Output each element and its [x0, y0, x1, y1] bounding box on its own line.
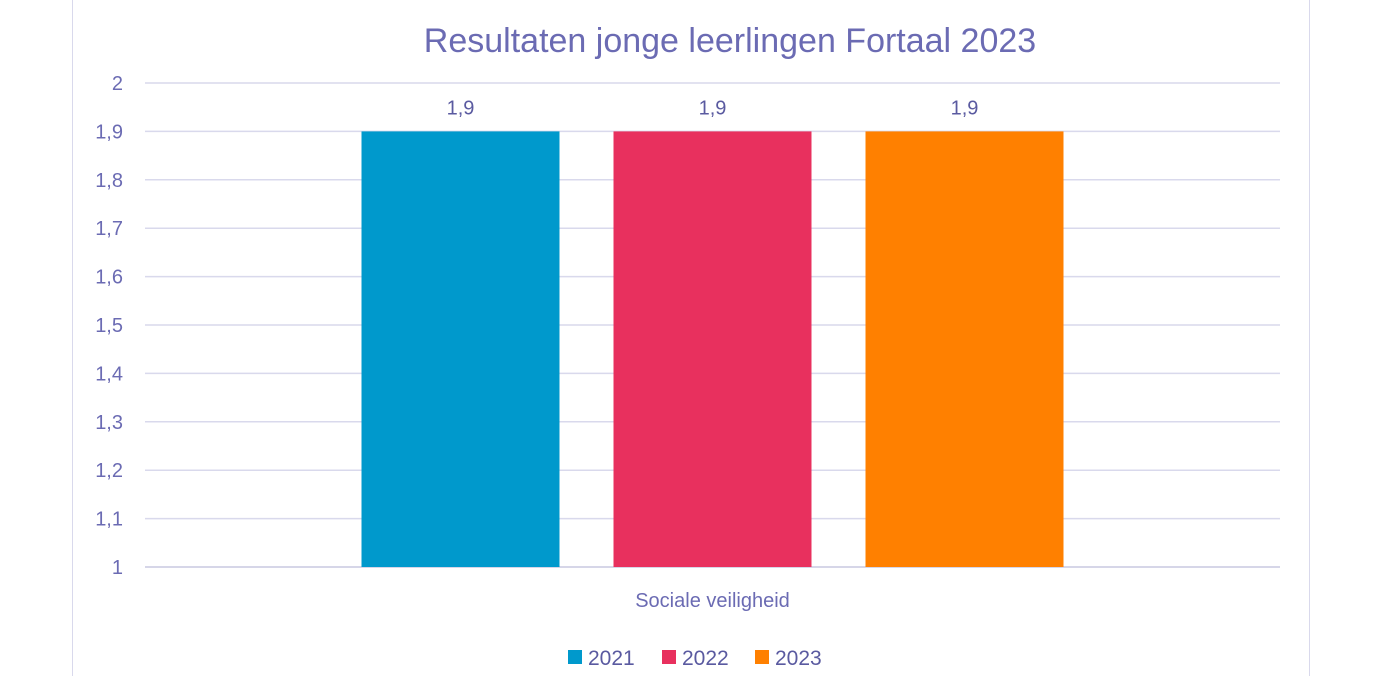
- legend-swatch-2021: [568, 650, 582, 664]
- legend-swatch-2023: [755, 650, 769, 664]
- category-label: Sociale veiligheid: [635, 590, 790, 612]
- bar-2023: [865, 131, 1064, 567]
- y-tick-label: 1,5: [95, 315, 123, 337]
- y-tick-label: 1,8: [95, 170, 123, 192]
- bar-2022: [613, 131, 812, 567]
- y-tick-label: 1,9: [95, 121, 123, 143]
- legend-label-2021: 2021: [588, 647, 635, 670]
- chart-title: Resultaten jonge leerlingen Fortaal 2023: [424, 22, 1036, 60]
- y-axis-ticks: 1 1,1 1,2 1,3 1,4 1,5 1,6 1,7 1,8 1,9 2: [95, 73, 123, 579]
- legend-swatch-2022: [662, 650, 676, 664]
- data-label-2022: 1,9: [699, 97, 727, 119]
- legend-label-2022: 2022: [682, 647, 729, 670]
- legend: 2021 2022 2023: [568, 647, 822, 670]
- y-tick-label: 1,2: [95, 460, 123, 482]
- y-tick-label: 1,6: [95, 267, 123, 289]
- data-label-2023: 1,9: [951, 97, 979, 119]
- y-tick-label: 1,3: [95, 412, 123, 434]
- y-tick-label: 1,4: [95, 363, 123, 385]
- legend-label-2023: 2023: [775, 647, 822, 670]
- data-labels: 1,9 1,9 1,9: [447, 97, 979, 119]
- y-tick-label: 1,7: [95, 218, 123, 240]
- bars: [361, 131, 1064, 567]
- y-tick-label: 1,1: [95, 509, 123, 531]
- y-tick-label: 1: [112, 557, 123, 579]
- category-labels: Sociale veiligheid: [635, 590, 790, 612]
- data-label-2021: 1,9: [447, 97, 475, 119]
- bar-2021: [361, 131, 560, 567]
- y-tick-label: 2: [112, 73, 123, 95]
